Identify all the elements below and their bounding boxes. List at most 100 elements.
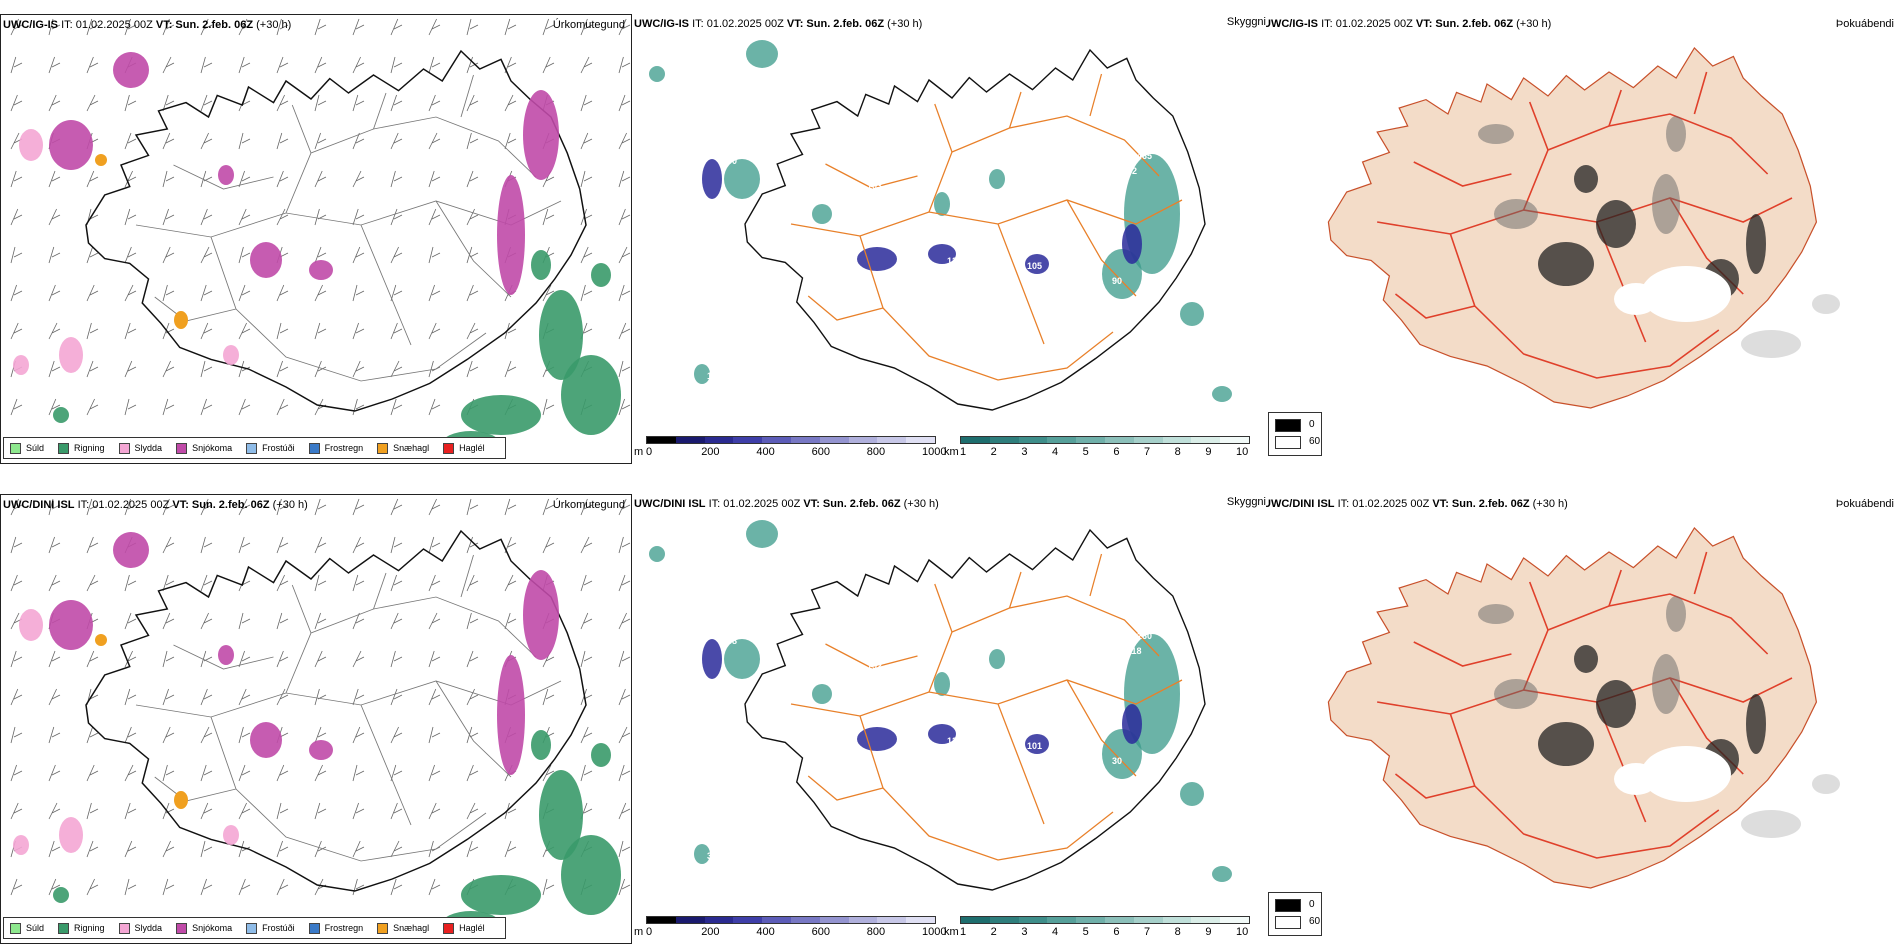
colorbar-step — [675, 917, 705, 923]
colorbar-tick: 5 — [1082, 926, 1089, 938]
model-name: UWC/DINI ISL — [3, 499, 75, 511]
iceland-coastline — [744, 528, 1206, 891]
lead-time: (+30 h) — [272, 499, 308, 511]
precip-legend-item: Slydda — [118, 442, 162, 454]
legend-label: Slydda — [134, 923, 163, 933]
legend-label: Súld — [26, 923, 45, 933]
cloud-base-label: 192 — [867, 661, 882, 671]
colorbar-step — [989, 917, 1019, 923]
cloud-base-label: 260 — [1137, 631, 1152, 641]
fog-legend-label: 0 — [1309, 419, 1315, 430]
legend-swatch — [308, 442, 320, 454]
colorbar-step — [647, 917, 676, 923]
colorbar-tick: 7 — [1144, 926, 1151, 938]
legend-swatch — [176, 922, 188, 934]
valid-time: Sun. 2.feb. 06Z — [822, 498, 901, 510]
legend-label: Frostregn — [324, 923, 364, 933]
colorbar-step — [1191, 917, 1221, 923]
cloud-base-label: 220 — [1002, 671, 1017, 681]
vis-unit: km — [944, 926, 959, 938]
colorbar-step — [1047, 437, 1077, 443]
model-name: UWC/IG-IS — [1266, 18, 1318, 30]
fog-legend-label: 60 — [1309, 436, 1321, 447]
height-unit: m — [634, 926, 644, 938]
colorbar-tick: 7 — [1144, 446, 1151, 458]
fog-legend-swatch — [1275, 899, 1301, 912]
colorbar-step — [848, 437, 878, 443]
colorbar-step — [848, 917, 878, 923]
cloud-base-label: 90 — [1112, 276, 1122, 286]
fog-legend-swatch — [1275, 916, 1301, 929]
cloud-base-label: 107 — [787, 96, 802, 106]
colorbar-step — [1162, 917, 1192, 923]
cloud-base-label: 123 — [947, 256, 962, 266]
legend-label: Haglél — [459, 443, 485, 453]
precip-legend-item: Haglél — [443, 922, 485, 934]
colorbar-tick: 2 — [990, 926, 997, 938]
valid-time: Sun. 2.feb. 06Z — [175, 19, 254, 31]
colorbar-tick: 1 — [960, 446, 967, 458]
colorbar-tick: 8 — [1174, 446, 1181, 458]
height-labels: 260 118 220 192 43 88 122 30 36 114 101 30 506 374 358… — [707, 576, 1152, 861]
colorbar-tick: 2 — [990, 446, 997, 458]
cloud-base-label: 52 — [1127, 166, 1137, 176]
colorbar-step — [704, 437, 734, 443]
cloud-base-label: 122 — [947, 736, 962, 746]
legend-label: Snjókoma — [192, 443, 233, 453]
legend-label: Frostregn — [324, 443, 364, 453]
cloud-base-label: 30 — [1112, 756, 1122, 766]
panel-title: Skyggni — [1226, 16, 1266, 28]
cloud-base-label: 134 — [707, 371, 722, 381]
precip-legend-item: Haglél — [443, 442, 485, 454]
colorbar-step — [704, 917, 734, 923]
cloud-base-label: 30 — [892, 746, 902, 756]
height-colorbar: m 0 200 400 600 800 1000 — [634, 436, 946, 464]
precip-legend-item: Frostregn — [308, 922, 364, 934]
colorbar-step — [733, 917, 763, 923]
legend-swatch — [377, 442, 389, 454]
colorbar-tick: 600 — [811, 446, 830, 458]
visibility-panel: 465 52 81 103 43 84 123 46 44 127 105 90 336 134 290 10… — [632, 14, 1272, 464]
precip-legend-item: Súld — [10, 442, 44, 454]
visibility-map: 260 118 220 192 43 88 122 30 36 114 101 30 506 374 358… — [649, 520, 1232, 891]
legend-swatch — [308, 922, 320, 934]
panel-header: UWC/DINI ISL IT: 01.02.2025 00Z VT: Sun.… — [634, 498, 939, 510]
precip-legend-item: Rigning — [58, 442, 105, 454]
init-time: IT: 01.02.2025 00Z — [692, 18, 784, 30]
height-colorbar: m 0 200 400 600 800 1000 — [634, 916, 946, 944]
colorbar-step — [877, 917, 907, 923]
vis-colorbar: km 1 2 3 4 5 6 7 8 9 10 — [944, 436, 1250, 464]
precip-legend-item: Snjókoma — [176, 922, 232, 934]
legend-swatch — [443, 922, 455, 934]
height-colorbar-bar — [646, 436, 936, 444]
panel-header: UWC/IG-IS IT: 01.02.2025 00Z VT: Sun. 2.… — [634, 18, 922, 30]
iceland-landmass — [1327, 47, 1818, 409]
colorbar-tick: 0 — [646, 926, 653, 938]
valid-time: Sun. 2.feb. 06Z — [1451, 498, 1530, 510]
cloud-base-label: 43 — [807, 241, 817, 251]
colorbar-tick: 4 — [1052, 446, 1059, 458]
cloud-base-label: 114 — [932, 746, 947, 756]
precip-legend-item: Snjókoma — [176, 442, 233, 454]
colorbar-tick: 3 — [1021, 926, 1028, 938]
colorbar-step — [906, 437, 935, 443]
colorbar-step — [1076, 917, 1105, 923]
legend-swatch — [58, 442, 70, 454]
colorbar-tick: 1000 — [922, 926, 947, 938]
fog-panel: UWC/IG-IS IT: 01.02.2025 00Z VT: Sun. 2.… — [1266, 14, 1900, 410]
legend-swatch — [118, 922, 130, 934]
cloud-base-label: 115 — [787, 576, 802, 586]
cloud-base-label: 103 — [867, 181, 882, 191]
precip-legend-item: Frostregn — [308, 442, 364, 454]
colorbar-step — [961, 437, 990, 443]
precip-legend: Súld Rigning Slydda Snjókoma Frostúði Frostre… — [3, 917, 506, 939]
colorbar-tick: 6 — [1113, 446, 1120, 458]
cloud-base-label: 358 — [722, 636, 737, 646]
colorbar-tick: 200 — [701, 926, 720, 938]
valid-time-label: VT: — [803, 498, 820, 510]
precip-legend-item: Snæhagl — [377, 442, 429, 454]
colorbar-step — [675, 437, 705, 443]
panel-title: Úrkomutegund — [552, 19, 625, 31]
colorbar-step — [647, 437, 676, 443]
